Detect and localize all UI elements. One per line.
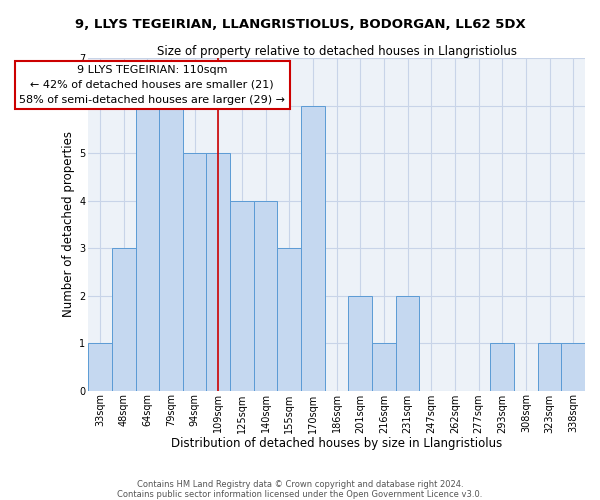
Text: 9, LLYS TEGEIRIAN, LLANGRISTIOLUS, BODORGAN, LL62 5DX: 9, LLYS TEGEIRIAN, LLANGRISTIOLUS, BODOR…	[74, 18, 526, 30]
Bar	[183, 153, 206, 390]
Bar	[206, 153, 230, 390]
Bar	[349, 296, 372, 390]
Bar	[112, 248, 136, 390]
Y-axis label: Number of detached properties: Number of detached properties	[62, 132, 75, 318]
Bar	[538, 343, 562, 390]
Bar	[396, 296, 419, 390]
Bar	[372, 343, 396, 390]
Bar	[562, 343, 585, 390]
Bar	[136, 106, 159, 391]
Bar	[301, 106, 325, 391]
Title: Size of property relative to detached houses in Llangristiolus: Size of property relative to detached ho…	[157, 45, 517, 58]
Text: 9 LLYS TEGEIRIAN: 110sqm
← 42% of detached houses are smaller (21)
58% of semi-d: 9 LLYS TEGEIRIAN: 110sqm ← 42% of detach…	[19, 65, 285, 104]
Bar	[230, 200, 254, 390]
Bar	[490, 343, 514, 390]
Bar	[254, 200, 277, 390]
Bar	[277, 248, 301, 390]
Bar	[159, 106, 183, 391]
Bar	[88, 343, 112, 390]
X-axis label: Distribution of detached houses by size in Llangristiolus: Distribution of detached houses by size …	[171, 437, 502, 450]
Text: Contains HM Land Registry data © Crown copyright and database right 2024.
Contai: Contains HM Land Registry data © Crown c…	[118, 480, 482, 499]
